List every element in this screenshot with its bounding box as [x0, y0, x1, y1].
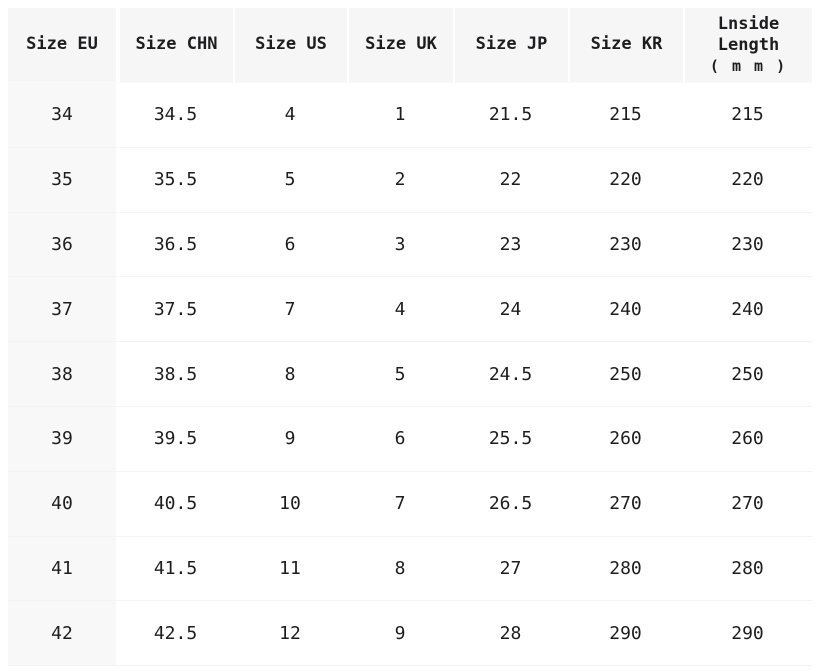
cell-size-jp: 26.5	[453, 470, 568, 536]
table-row: 42 42.5 12 9 28 290 290	[8, 600, 812, 666]
cell-size-jp: 21.5	[453, 82, 568, 147]
cell-size-eu: 41	[8, 535, 118, 601]
cell-size-uk: 2	[347, 146, 453, 212]
cell-inside-length: 240	[683, 276, 812, 342]
cell-size-kr: 250	[568, 341, 683, 406]
table-row: 39 39.5 9 6 25.5 260 260	[8, 405, 812, 471]
cell-size-kr: 280	[568, 535, 683, 601]
cell-size-eu: 37	[8, 276, 118, 342]
cell-inside-length: 250	[683, 341, 812, 406]
column-header-inside-length-unit: ( m m )	[709, 57, 788, 76]
table-row: 36 36.5 6 3 23 230 230	[8, 211, 812, 277]
cell-size-uk: 5	[347, 341, 453, 406]
cell-size-uk: 8	[347, 535, 453, 601]
cell-size-us: 6	[233, 211, 347, 277]
column-header-size-eu: Size EU	[8, 8, 118, 82]
cell-size-jp: 24.5	[453, 341, 568, 406]
cell-size-jp: 27	[453, 535, 568, 601]
cell-size-eu: 35	[8, 146, 118, 212]
cell-size-kr: 220	[568, 146, 683, 212]
cell-size-chn: 36.5	[118, 211, 233, 277]
cell-inside-length: 230	[683, 211, 812, 277]
cell-inside-length: 290	[683, 600, 812, 666]
cell-size-us: 5	[233, 146, 347, 212]
cell-size-chn: 41.5	[118, 535, 233, 601]
cell-size-kr: 270	[568, 470, 683, 536]
cell-size-chn: 35.5	[118, 146, 233, 212]
cell-size-jp: 22	[453, 146, 568, 212]
cell-size-eu: 38	[8, 341, 118, 406]
column-header-size-kr: Size KR	[568, 8, 683, 82]
header-row: Size EU Size CHN Size US Size UK Size JP…	[8, 8, 812, 82]
size-chart-table: Size EU Size CHN Size US Size UK Size JP…	[8, 8, 812, 667]
cell-size-uk: 9	[347, 600, 453, 666]
cell-size-eu: 34	[8, 82, 118, 147]
cell-inside-length: 260	[683, 405, 812, 471]
table-row: 35 35.5 5 2 22 220 220	[8, 146, 812, 212]
cell-size-chn: 42.5	[118, 600, 233, 666]
cell-size-kr: 215	[568, 82, 683, 147]
cell-size-us: 12	[233, 600, 347, 666]
cell-inside-length: 215	[683, 82, 812, 147]
table-row: 37 37.5 7 4 24 240 240	[8, 276, 812, 342]
cell-size-chn: 38.5	[118, 341, 233, 406]
cell-size-chn: 37.5	[118, 276, 233, 342]
cell-size-uk: 1	[347, 82, 453, 147]
cell-size-us: 9	[233, 405, 347, 471]
cell-size-eu: 40	[8, 470, 118, 536]
cell-size-uk: 4	[347, 276, 453, 342]
cell-size-jp: 28	[453, 600, 568, 666]
cell-size-uk: 7	[347, 470, 453, 536]
table-row: 40 40.5 10 7 26.5 270 270	[8, 470, 812, 536]
column-header-inside-length: Lnside Length ( m m )	[683, 8, 812, 82]
cell-size-chn: 40.5	[118, 470, 233, 536]
cell-size-kr: 290	[568, 600, 683, 666]
cell-inside-length: 270	[683, 470, 812, 536]
cell-size-uk: 6	[347, 405, 453, 471]
cell-size-us: 4	[233, 82, 347, 147]
cell-size-kr: 240	[568, 276, 683, 342]
cell-size-uk: 3	[347, 211, 453, 277]
table-row: 38 38.5 8 5 24.5 250 250	[8, 341, 812, 406]
cell-size-chn: 39.5	[118, 405, 233, 471]
cell-size-eu: 39	[8, 405, 118, 471]
cell-size-eu: 36	[8, 211, 118, 277]
cell-size-us: 8	[233, 341, 347, 406]
cell-inside-length: 280	[683, 535, 812, 601]
column-header-size-jp: Size JP	[453, 8, 568, 82]
cell-size-chn: 34.5	[118, 82, 233, 147]
column-header-size-uk: Size UK	[347, 8, 453, 82]
cell-size-jp: 23	[453, 211, 568, 277]
cell-inside-length: 220	[683, 146, 812, 212]
cell-size-kr: 230	[568, 211, 683, 277]
cell-size-us: 7	[233, 276, 347, 342]
table-row: 41 41.5 11 8 27 280 280	[8, 535, 812, 601]
column-header-inside-length-label: Lnside Length	[717, 13, 780, 56]
column-header-size-chn: Size CHN	[118, 8, 233, 82]
cell-size-jp: 25.5	[453, 405, 568, 471]
cell-size-eu: 42	[8, 600, 118, 666]
cell-size-us: 11	[233, 535, 347, 601]
table-row: 34 34.5 4 1 21.5 215 215	[8, 82, 812, 147]
column-header-size-us: Size US	[233, 8, 347, 82]
cell-size-kr: 260	[568, 405, 683, 471]
cell-size-us: 10	[233, 470, 347, 536]
cell-size-jp: 24	[453, 276, 568, 342]
